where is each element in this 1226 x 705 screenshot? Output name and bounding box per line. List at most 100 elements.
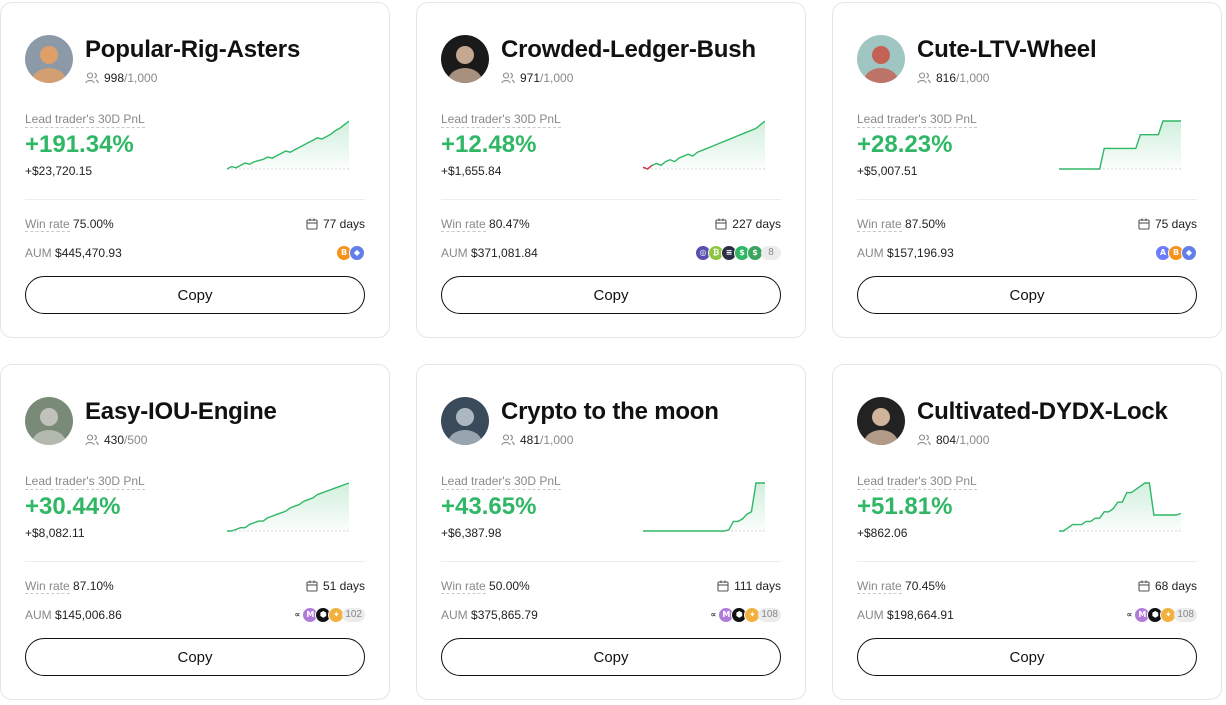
traded-coins[interactable]: ◎ ₿ ≡ $ $8 <box>695 245 781 261</box>
followers-max: /1,000 <box>540 71 574 85</box>
win-rate-label[interactable]: Win rate <box>25 217 70 232</box>
trading-days: 75 days <box>1138 217 1197 231</box>
followers-count: 816/1,000 <box>917 71 989 85</box>
aum-value: $375,865.79 <box>471 608 538 622</box>
calendar-icon <box>1138 580 1150 592</box>
copy-button[interactable]: Copy <box>25 638 365 676</box>
copy-button[interactable]: Copy <box>857 276 1197 314</box>
sparkline-area <box>227 483 349 531</box>
aum: AUM $375,865.79 <box>441 608 538 622</box>
trader-name[interactable]: Cute-LTV-Wheel <box>917 36 1097 63</box>
trader-card[interactable]: Cultivated-DYDX-Lock 804/1,000 Lead trad… <box>832 364 1222 700</box>
pnl-label[interactable]: Lead trader's 30D PnL <box>441 112 561 128</box>
followers-max: /500 <box>124 433 148 447</box>
sparkline-negative-segment <box>643 164 653 170</box>
win-rate: Win rate 87.10% <box>25 579 114 594</box>
followers-max: /1,000 <box>540 433 574 447</box>
sparkline-line <box>227 120 349 170</box>
win-rate: Win rate 70.45% <box>857 579 946 594</box>
followers-count: 998/1,000 <box>85 71 157 85</box>
pnl-percent: +51.81% <box>857 493 953 520</box>
avatar[interactable] <box>25 35 73 83</box>
win-rate-value: 75.00% <box>73 217 114 231</box>
trader-name[interactable]: Crypto to the moon <box>501 398 719 425</box>
avatar-image <box>857 397 905 445</box>
trader-name[interactable]: Popular-Rig-Asters <box>85 36 301 63</box>
aum: AUM $157,196.93 <box>857 246 954 260</box>
sparkline-area <box>1059 121 1181 169</box>
trader-card[interactable]: Cute-LTV-Wheel 816/1,000 Lead trader's 3… <box>832 2 1222 338</box>
divider <box>857 199 1197 200</box>
users-icon <box>917 72 931 84</box>
aum-value: $157,196.93 <box>887 246 954 260</box>
pnl-sparkline <box>643 120 765 170</box>
pnl-label[interactable]: Lead trader's 30D PnL <box>25 474 145 490</box>
copy-button[interactable]: Copy <box>857 638 1197 676</box>
pnl-label[interactable]: Lead trader's 30D PnL <box>857 474 977 490</box>
win-rate-label[interactable]: Win rate <box>857 217 902 232</box>
pnl-amount: +$1,655.84 <box>441 164 502 178</box>
days-value: 51 days <box>322 579 365 593</box>
coin-icon: ◎ <box>695 245 711 261</box>
traded-coins[interactable]: ∝ M ⬢ ✦ 102 <box>289 607 365 623</box>
pnl-amount: +$23,720.15 <box>25 164 93 178</box>
aum-label: AUM <box>441 608 468 622</box>
copy-button[interactable]: Copy <box>441 638 781 676</box>
users-icon <box>501 434 515 446</box>
win-rate-label[interactable]: Win rate <box>441 217 486 232</box>
followers-current: 998 <box>104 71 125 85</box>
traded-coins[interactable]: ∝ M ⬢ ✦ 108 <box>1121 607 1197 623</box>
aum-label: AUM <box>25 246 52 260</box>
trader-name[interactable]: Easy-IOU-Engine <box>85 398 277 425</box>
pnl-label[interactable]: Lead trader's 30D PnL <box>857 112 977 128</box>
avatar-image <box>441 35 489 83</box>
calendar-icon <box>306 218 318 230</box>
days-value: 77 days <box>322 217 365 231</box>
win-rate-label[interactable]: Win rate <box>441 579 486 594</box>
avatar[interactable] <box>857 397 905 445</box>
trader-card[interactable]: Crowded-Ledger-Bush 971/1,000 Lead trade… <box>416 2 806 338</box>
aum-label: AUM <box>25 608 52 622</box>
trader-card[interactable]: Easy-IOU-Engine 430/500 Lead trader's 30… <box>0 364 390 700</box>
calendar-icon <box>717 580 729 592</box>
trader-card[interactable]: Crypto to the moon 481/1,000 Lead trader… <box>416 364 806 700</box>
traded-coins[interactable]: B ◆ <box>336 245 365 261</box>
pnl-label[interactable]: Lead trader's 30D PnL <box>441 474 561 490</box>
avatar-image <box>25 35 73 83</box>
trader-name[interactable]: Crowded-Ledger-Bush <box>501 36 756 63</box>
traded-coins[interactable]: A B ◆ <box>1155 245 1197 261</box>
followers-current: 804 <box>936 433 957 447</box>
users-icon <box>501 72 515 84</box>
avatar[interactable] <box>857 35 905 83</box>
avatar[interactable] <box>441 35 489 83</box>
avatar[interactable] <box>441 397 489 445</box>
copy-button[interactable]: Copy <box>441 276 781 314</box>
trader-card[interactable]: Popular-Rig-Asters 998/1,000 Lead trader… <box>0 2 390 338</box>
trader-name[interactable]: Cultivated-DYDX-Lock <box>917 398 1168 425</box>
users-icon <box>85 434 99 446</box>
win-rate-label[interactable]: Win rate <box>857 579 902 594</box>
win-rate-value: 80.47% <box>489 217 530 231</box>
sparkline-area <box>227 121 349 169</box>
copy-button[interactable]: Copy <box>25 276 365 314</box>
sparkline-line <box>1059 120 1181 170</box>
followers-count: 804/1,000 <box>917 433 989 447</box>
pnl-percent: +28.23% <box>857 131 953 158</box>
aum: AUM $371,081.84 <box>441 246 538 260</box>
avatar[interactable] <box>25 397 73 445</box>
aum-value: $445,470.93 <box>55 246 122 260</box>
pnl-sparkline <box>227 120 349 170</box>
divider <box>857 561 1197 562</box>
calendar-icon <box>1138 218 1150 230</box>
pnl-percent: +191.34% <box>25 131 134 158</box>
followers-count: 971/1,000 <box>501 71 573 85</box>
coin-icon: ◆ <box>1181 245 1197 261</box>
pnl-sparkline <box>227 482 349 532</box>
win-rate-label[interactable]: Win rate <box>25 579 70 594</box>
aum-value: $371,081.84 <box>471 246 538 260</box>
traded-coins[interactable]: ∝ M ⬢ ✦ 108 <box>705 607 781 623</box>
pnl-label[interactable]: Lead trader's 30D PnL <box>25 112 145 128</box>
aum: AUM $145,006.86 <box>25 608 122 622</box>
coin-icon: ◆ <box>349 245 365 261</box>
